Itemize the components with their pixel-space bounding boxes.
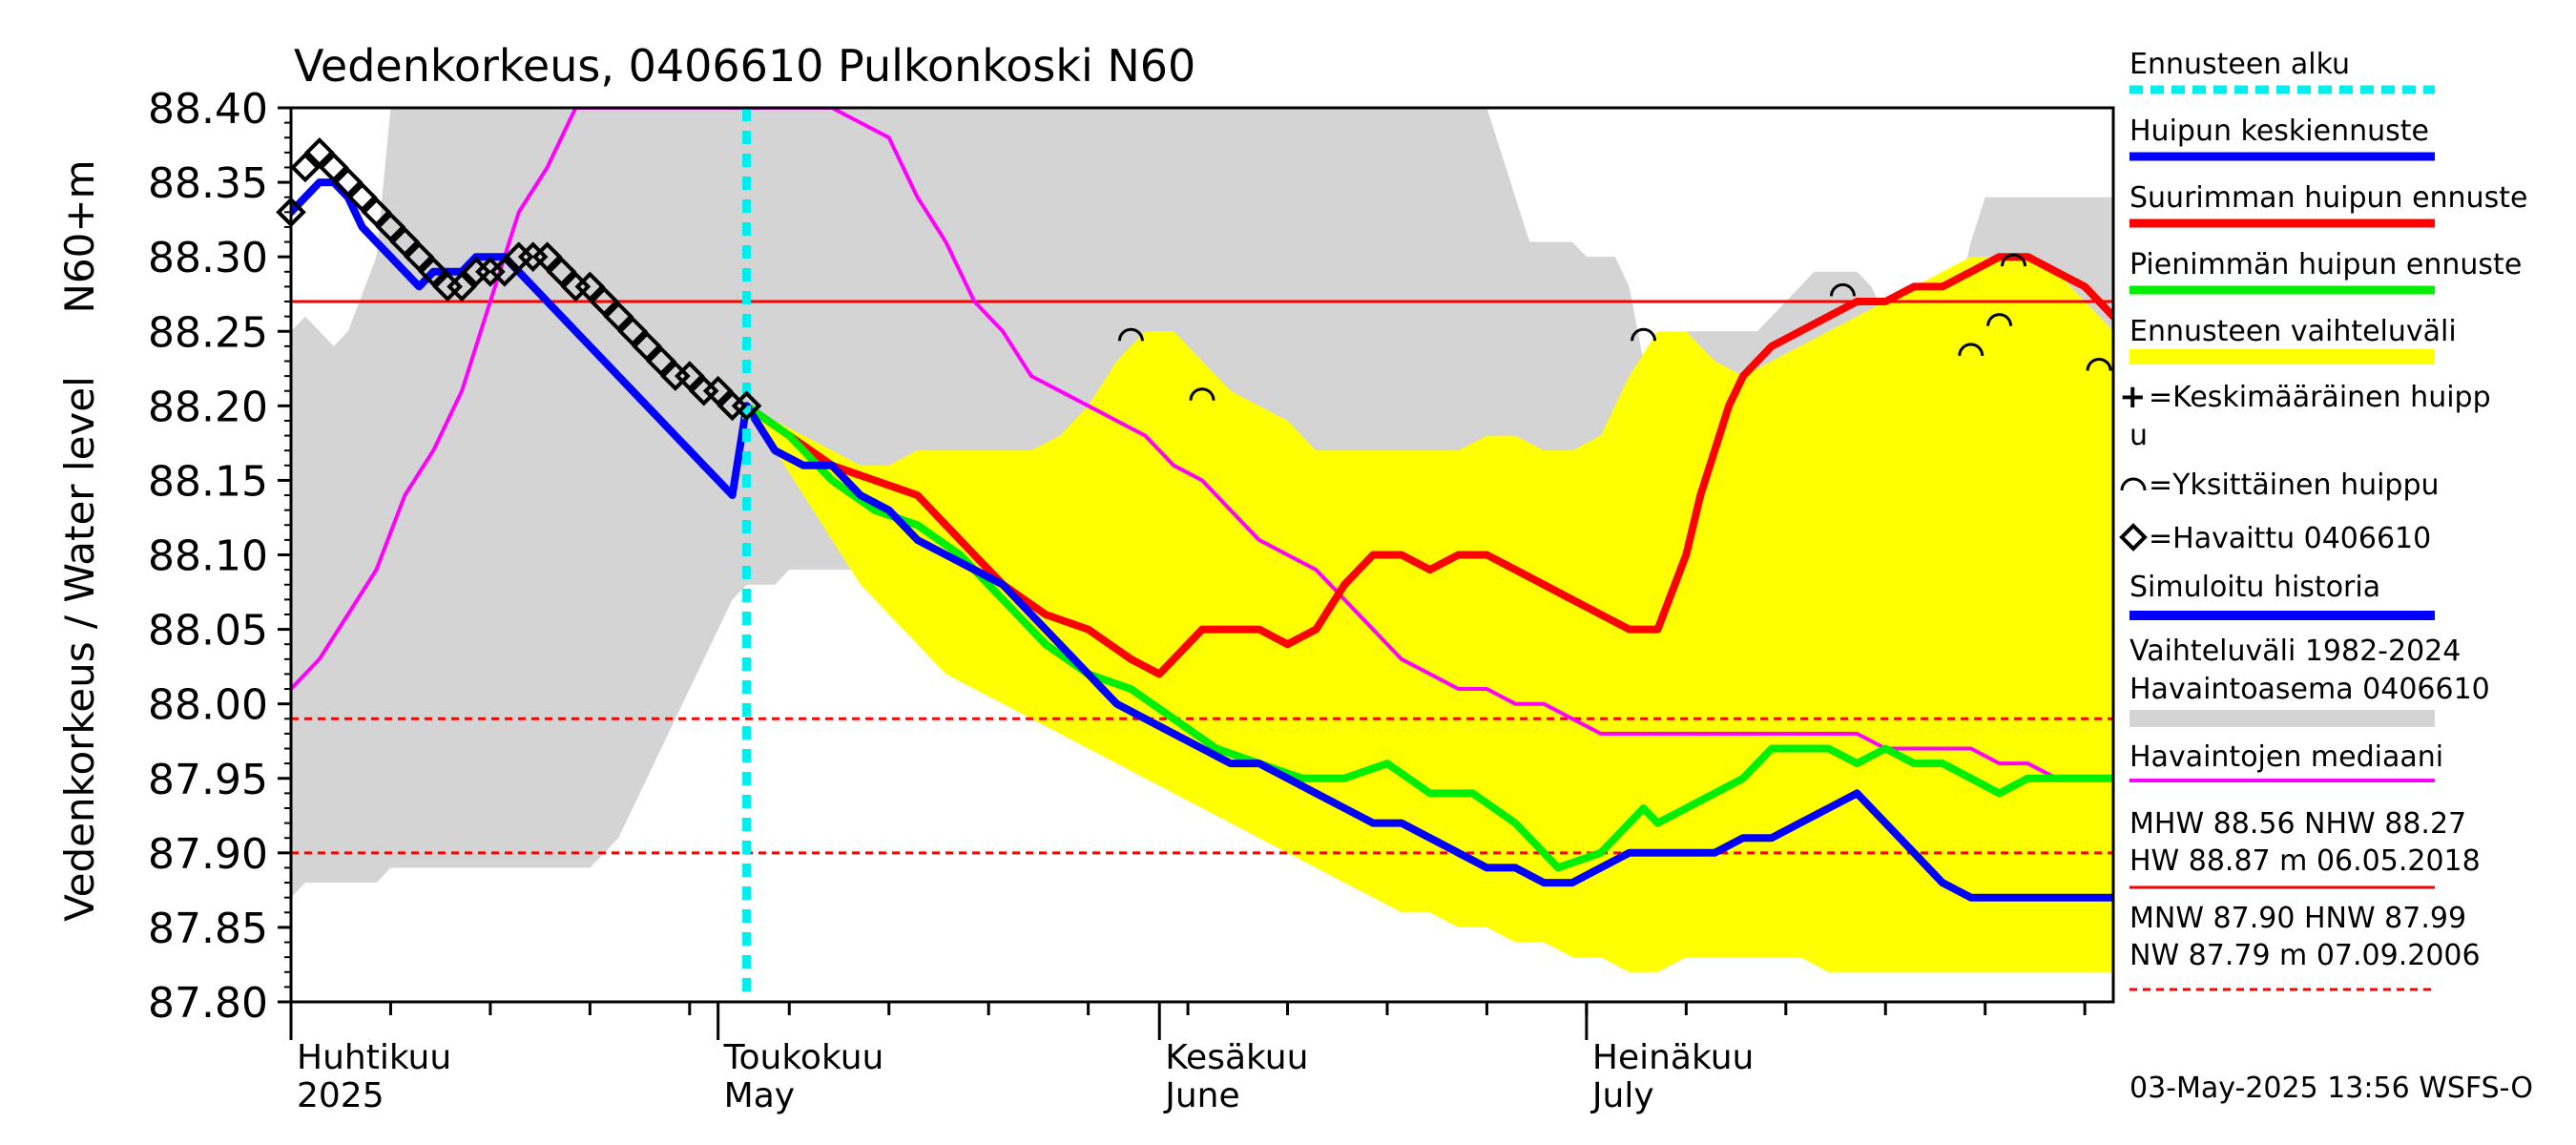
y-axis-label: Vedenkorkeus / Water level (56, 376, 103, 922)
legend-label: =Yksittäinen huippu (2149, 468, 2440, 502)
legend: Ennusteen alku Huipun keskiennuste Suurimm… (2119, 48, 2527, 991)
y-tick-label: 87.95 (148, 756, 268, 804)
single-peak-marker (1829, 282, 1856, 297)
observed-point (488, 256, 520, 287)
x-month-sublabel: June (1163, 1076, 1239, 1115)
stats-low-1: MNW 87.90 HNW 87.99 (2129, 902, 2466, 935)
legend-label: =Havaittu 0406610 (2149, 522, 2431, 555)
observed-point (332, 167, 364, 198)
y-tick-label: 88.10 (148, 532, 268, 581)
stats-low-2: NW 87.79 m 07.09.2006 (2129, 939, 2481, 972)
observed-point (702, 375, 734, 406)
legend-observed-symbol (2119, 523, 2148, 552)
range-bands (291, 108, 2113, 972)
observed-point (375, 212, 406, 242)
x-month-label: Huhtikuu (297, 1038, 451, 1077)
legend-label: Suurimman huipun ennuste (2129, 181, 2527, 215)
legend-swatch-median (2129, 779, 2435, 782)
line-pienimm-n-huipun-ennuste (742, 402, 2113, 872)
y-tick-label: 88.15 (148, 457, 268, 506)
chart-title: Vedenkorkeus, 0406610 Pulkonkoski N60 (294, 40, 1195, 92)
observed-point (304, 137, 335, 168)
reference-lines (291, 300, 2113, 855)
y-tick-label: 87.90 (148, 830, 268, 879)
observed-point (389, 226, 421, 258)
legend-single-peak-symbol (2120, 477, 2147, 491)
y-tick-label: 88.30 (148, 234, 268, 282)
observed-point (404, 241, 435, 272)
observed-point (531, 241, 563, 272)
y-tick-label: 88.05 (148, 607, 268, 656)
series-lines (291, 108, 2113, 902)
line-havaintojen-mediaani (291, 108, 2113, 781)
observed-point (731, 390, 762, 422)
legend-label: Pienimmän huipun ennuste (2129, 248, 2522, 281)
y-axis: 88.40 88.35 88.30 88.25 88.20 88.15 88.10 88.05… (148, 85, 291, 1028)
legend-swatch-simulated (2129, 611, 2435, 620)
observed-point (418, 256, 449, 287)
legend-label-range-2: Havaintoasema 0406610 (2129, 673, 2490, 706)
y-tick-label: 88.35 (148, 159, 268, 208)
y-tick-label: 88.00 (148, 681, 268, 730)
observed-point (617, 316, 648, 347)
observed-point (632, 331, 662, 362)
observed-point (361, 197, 392, 228)
single-peak-marker (2001, 253, 2027, 267)
x-month-sublabel: July (1590, 1076, 1654, 1115)
x-month-label: Heinäkuu (1592, 1038, 1754, 1077)
single-peak-marker (1117, 327, 1144, 342)
observed-point (318, 152, 349, 183)
observed-point (589, 286, 620, 317)
single-peak-marker (1958, 343, 1984, 356)
legend-label: Huipun keskiennuste (2129, 114, 2429, 148)
single-peak-markers (1117, 253, 2112, 401)
legend-mean-peak-symbol: + (2119, 378, 2147, 416)
legend-label: Ennusteen vaihteluväli (2129, 315, 2457, 348)
line-huipun-keskiennuste (291, 178, 2113, 902)
observed-point (290, 152, 321, 183)
x-month-sublabel: May (724, 1076, 795, 1115)
y-tick-label: 87.80 (148, 979, 268, 1028)
legend-swatch-range (2129, 710, 2435, 727)
x-month-sublabel: 2025 (297, 1076, 384, 1115)
observed-point (546, 256, 577, 287)
line-suurimman-huipun-ennuste (742, 253, 2113, 678)
legend-label: u (2129, 419, 2148, 452)
single-peak-marker (1986, 313, 2013, 326)
single-peak-marker (2086, 357, 2112, 371)
legend-label-range-1: Vaihteluväli 1982-2024 (2129, 635, 2461, 668)
footer-timestamp: 03-May-2025 13:56 WSFS-O (2129, 1072, 2533, 1105)
legend-label: =Keskimääräinen huipp (2149, 381, 2491, 414)
y-axis-unit: N60+m (56, 160, 103, 314)
band-ennusteen-vaihteluv-li (746, 257, 2113, 972)
x-month-label: Toukokuu (723, 1038, 884, 1077)
observed-point (603, 301, 634, 332)
y-tick-label: 88.20 (148, 383, 268, 431)
y-tick-label: 88.40 (148, 85, 268, 134)
legend-label-simulated: Simuloitu historia (2129, 571, 2380, 604)
x-month-label: Kesäkuu (1165, 1038, 1308, 1077)
observed-point (574, 271, 606, 302)
observed-point (447, 271, 477, 302)
y-tick-label: 88.25 (148, 308, 268, 357)
observed-point (674, 361, 705, 391)
observed-point (346, 181, 378, 213)
single-peak-marker (1189, 387, 1215, 401)
stats-high-2: HW 88.87 m 06.05.2018 (2129, 844, 2481, 878)
observed-points (276, 137, 762, 422)
y-tick-label: 87.85 (148, 905, 268, 953)
single-peak-marker (1631, 327, 1657, 342)
observed-point (646, 345, 676, 377)
legend-label-median: Havaintojen mediaani (2129, 740, 2443, 774)
legend-label: Ennusteen alku (2129, 48, 2350, 81)
stats-high-1: MHW 88.56 NHW 88.27 (2129, 807, 2466, 841)
